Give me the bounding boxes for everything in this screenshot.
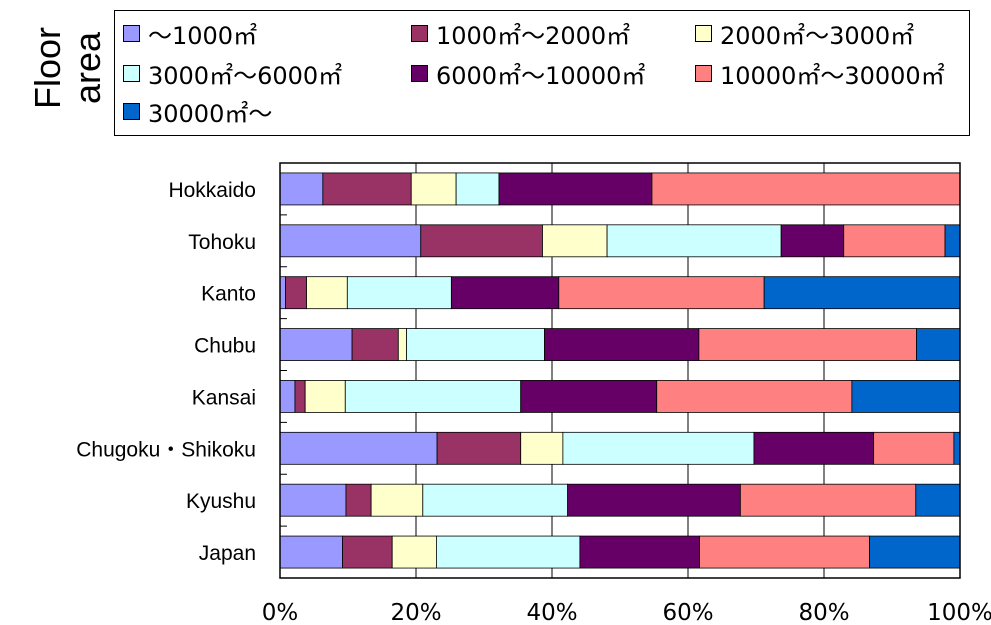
bar-segment <box>279 380 296 413</box>
bar-segment <box>279 483 347 517</box>
bar-segment <box>304 380 346 413</box>
legend: ～1000㎡ 1000㎡～2000㎡ 2000㎡～3000㎡ 3000㎡～600… <box>114 10 970 136</box>
legend-swatch <box>123 102 140 120</box>
bar-segment <box>450 276 560 310</box>
bar-segment <box>279 535 343 569</box>
legend-title: Floor area <box>27 27 108 109</box>
bar-segment <box>520 431 564 465</box>
legend-label: 1000㎡～2000㎡ <box>436 21 631 50</box>
bar-segment <box>869 535 961 569</box>
bar-segment <box>606 224 782 258</box>
bar-segment <box>279 431 438 465</box>
category-label: Hokkaido <box>168 179 256 202</box>
legend-item-5: 10000㎡～30000㎡ <box>695 55 945 91</box>
legend-item-6: 30000㎡～ <box>123 93 272 129</box>
x-tick-label: 60% <box>662 600 713 625</box>
bar-segment <box>342 535 393 569</box>
legend-title-line2: area <box>67 31 108 104</box>
bar-segment <box>498 172 653 206</box>
category-label: Japan <box>199 542 256 565</box>
bar-segment <box>279 328 353 361</box>
bar-segment <box>656 380 853 413</box>
bar-segment <box>944 224 961 258</box>
bar-segment <box>346 276 452 310</box>
bar-segment <box>542 224 608 258</box>
category-label: Kanto <box>201 283 256 306</box>
category-label: Kansai <box>192 386 256 409</box>
bar-segment <box>544 328 700 361</box>
bar-segment <box>698 328 917 361</box>
bar-segment <box>306 276 348 310</box>
bar-segment <box>279 276 286 310</box>
bar-segment <box>739 483 917 517</box>
bar-segment <box>562 431 755 465</box>
bar-segment <box>285 276 307 310</box>
category-label: Chubu <box>194 335 256 358</box>
bar-segment <box>435 535 581 569</box>
legend-swatch <box>123 24 140 42</box>
legend-item-2: 2000㎡～3000㎡ <box>695 15 914 51</box>
legend-swatch <box>411 64 428 82</box>
legend-label: ～1000㎡ <box>148 21 258 50</box>
x-tick-label: 80% <box>798 600 849 625</box>
bar-segment <box>699 535 870 569</box>
category-label: Chugoku・Shikoku <box>76 438 256 461</box>
bar-segment <box>780 224 845 258</box>
legend-swatch <box>695 64 712 82</box>
bar-segment <box>520 380 658 413</box>
plot-area <box>279 162 961 579</box>
legend-item-0: ～1000㎡ <box>123 15 257 51</box>
bar-segment <box>406 328 545 361</box>
bar-segment <box>344 380 522 413</box>
bar-segment <box>558 276 765 310</box>
legend-title-line1: Floor <box>27 27 68 109</box>
bar-segment <box>420 224 543 258</box>
legend-label: 2000㎡～3000㎡ <box>720 21 915 50</box>
bar-segment <box>651 172 961 206</box>
legend-label: 30000㎡～ <box>148 99 273 128</box>
x-tick-label: 40% <box>526 600 577 625</box>
bar-segment <box>322 172 412 206</box>
x-tick-label: 0% <box>262 600 299 625</box>
bar-segment <box>397 328 407 361</box>
category-label: Tohoku <box>188 231 256 254</box>
x-tick-label: 20% <box>390 600 441 625</box>
bar-segment <box>753 431 875 465</box>
legend-item-3: 3000㎡～6000㎡ <box>123 55 342 91</box>
category-label: Kyushu <box>186 490 256 513</box>
bar-segment <box>279 172 324 206</box>
bar-segment <box>436 431 522 465</box>
legend-swatch <box>695 24 712 42</box>
bar-segment <box>567 483 741 517</box>
bar-segment <box>851 380 961 413</box>
bar-segment <box>455 172 500 206</box>
bar-segment <box>916 328 961 361</box>
bar-segment <box>873 431 955 465</box>
stacked-bar-chart: Hokkaido Tohoku Kanto Chubu Kansai Chugoku・Sh… <box>76 162 991 625</box>
legend-label: 6000㎡～10000㎡ <box>436 61 646 90</box>
legend-item-1: 1000㎡～2000㎡ <box>411 15 630 51</box>
legend-item-4: 6000㎡～10000㎡ <box>411 55 645 91</box>
bar-segment <box>915 483 961 517</box>
bar-segment <box>763 276 961 310</box>
bar-segment <box>294 380 306 413</box>
legend-swatch <box>123 64 140 82</box>
bar-segment <box>422 483 569 517</box>
bar-segment <box>579 535 700 569</box>
bar-segment <box>953 431 961 465</box>
legend-label: 3000㎡～6000㎡ <box>148 61 343 90</box>
bar-segment <box>351 328 399 361</box>
bar-segment <box>345 483 372 517</box>
legend-swatch <box>411 24 428 42</box>
x-tick-label: 100% <box>927 600 991 625</box>
bar-segment <box>410 172 457 206</box>
bar-segment <box>370 483 424 517</box>
bar-segment <box>843 224 946 258</box>
legend-label: 10000㎡～30000㎡ <box>720 61 945 90</box>
bar-segment <box>279 224 422 258</box>
bar-segment <box>391 535 437 569</box>
